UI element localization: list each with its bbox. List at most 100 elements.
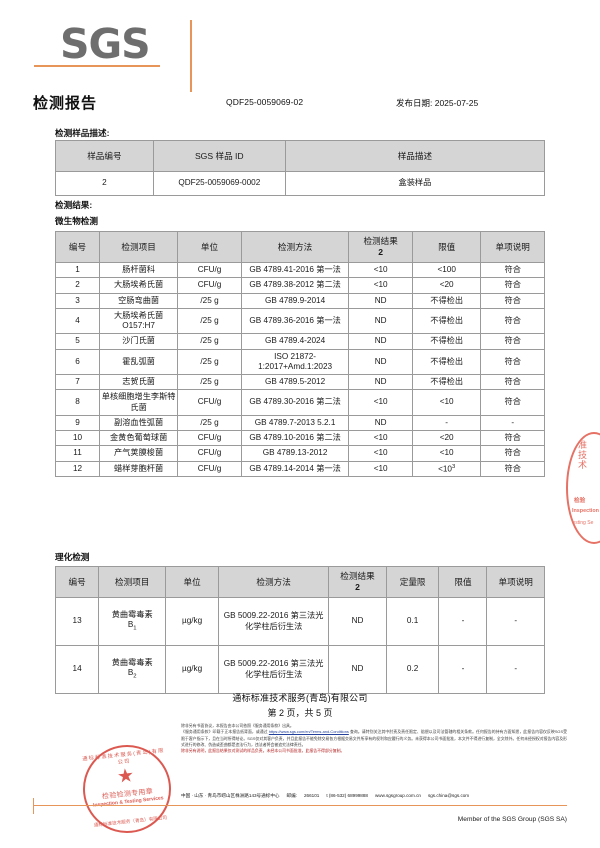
cell-note: 符合 [480, 373, 545, 391]
cell-test-item: 黄曲霉毒素 B2 [98, 645, 167, 694]
cell-no: 1 [55, 261, 100, 279]
cell-loq: 0.1 [385, 597, 440, 646]
table-row: 8 单核细胞增生李斯特氏菌 CFU/g GB 4789.30-2016 第二法 <10 <… [55, 389, 545, 416]
edge-stamp-line-1: 准技术 [577, 440, 587, 470]
cell-note: 符合 [480, 460, 545, 478]
cell-test-item: 副溶血性弧菌 [98, 414, 179, 432]
cell-no: 2 [55, 277, 100, 294]
sgs-group-member: Member of the SGS Group (SGS SA) [457, 816, 567, 823]
cell-limit: <20 [411, 277, 482, 294]
cell-note: 符合 [480, 261, 545, 279]
cell-test-method: GB 4789.4-2024 [240, 333, 350, 350]
col-sgs-sample-id: SGS 样品 ID [152, 140, 286, 172]
cell-unit: CFU/g [177, 277, 242, 294]
cell-no: 4 [55, 307, 100, 335]
cell-test-method: GB 4789.7-2013 5.2.1 [240, 414, 350, 432]
col-no: 编号 [54, 566, 100, 598]
cell-limit: - [411, 414, 482, 432]
table-row: 11 产气荚膜梭菌 CFU/g GB 4789.13-2012 <10 <10 符合 [55, 445, 545, 462]
footer-divider [33, 805, 567, 806]
cell-unit: CFU/g [177, 445, 242, 462]
cell-no: 5 [55, 333, 100, 350]
cell-test-result: ND [348, 348, 413, 375]
col-test-result-ref: 2 [378, 247, 384, 257]
cell-unit: /25 g [177, 307, 242, 335]
cell-test-item: 沙门氏菌 [98, 333, 179, 350]
cell-unit: CFU/g [177, 261, 242, 279]
cell-no: 7 [55, 373, 100, 391]
col-sample-desc: 样品描述 [284, 140, 546, 172]
cell-unit: µg/kg [165, 645, 219, 694]
cell-no: 8 [55, 389, 100, 416]
col-test-result-ref: 2 [355, 582, 360, 592]
cell-test-result: ND [328, 645, 387, 694]
cell-note: 符合 [480, 348, 545, 375]
edge-seal-stamp: 准技术 检验 Inspection Testing Se [566, 432, 600, 544]
fineprint-line-2-post: 查询。请特别关注其中肘责及责任限定、赔偿以及司法管辖的相关条款。任何报告的持有方… [181, 729, 567, 747]
cell-no: 14 [54, 645, 100, 694]
contact-website[interactable]: www.sgsgroup.com.cn [374, 793, 421, 798]
cell-sgs-sample-id: QDF25-0059069-0002 [152, 171, 286, 196]
cell-no: 10 [55, 429, 100, 447]
cell-note: 符合 [480, 292, 545, 309]
col-test-result-text: 检测结果 [363, 236, 398, 247]
contact-postcode: 266101 [304, 793, 320, 798]
contact-address: 中国 · 山东 · 青岛市崂山区株洲路143号通标中心 [181, 793, 280, 798]
cell-test-item: 空肠弯曲菌 [98, 292, 179, 309]
cell-test-item: 肠杆菌科 [98, 261, 179, 279]
cell-sample-no: 2 [55, 171, 154, 196]
cell-limit: <10 [411, 445, 482, 462]
cell-test-item: 蜡样芽胞杆菌 [98, 460, 179, 478]
cell-note: 符合 [480, 333, 545, 350]
cell-test-method: GB 4789.14-2014 第一法 [240, 460, 350, 478]
cell-test-method: ISO 21872-1:2017+Amd.1:2023 [240, 348, 350, 375]
cell-no: 11 [55, 445, 100, 462]
cell-no: 6 [55, 348, 100, 375]
cell-test-result: <10 [348, 389, 413, 416]
table-row: 10 金黄色葡萄球菌 CFU/g GB 4789.10-2016 第二法 <10 <20 符… [55, 429, 545, 447]
terms-link[interactable]: https://www.sgs.com/en/Terms-and-Conditi… [268, 729, 349, 735]
sgs-logo: SGS [34, 20, 192, 92]
col-test-item: 检测项目 [98, 566, 167, 598]
cell-unit: /25 g [177, 348, 242, 375]
col-test-result: 检测结果 2 [348, 231, 413, 263]
table-row: 4 大肠埃希氏菌 O157:H7/25 g GB 4789.36-2016 第一法 N… [55, 307, 545, 335]
cell-test-result: ND [348, 373, 413, 391]
cell-unit: /25 g [177, 292, 242, 309]
cell-test-item: 金黄色葡萄球菌 [98, 429, 179, 447]
results-label: 检测结果: [55, 200, 93, 210]
cell-test-item: 大肠埃希氏菌 O157:H7 [98, 307, 179, 335]
micro-section-label: 微生物检测 [55, 216, 98, 226]
cell-test-result: ND [348, 333, 413, 350]
table-row: 13 黄曲霉毒素 B1 µg/kg GB 5009.22-2016 第三法光化学柱后衍生… [54, 597, 545, 646]
cell-note: 符合 [480, 389, 545, 416]
fineprint-line-2-pre: 《服务通用条款》印载于正本报告纸背面，或通过 [181, 729, 269, 735]
col-test-method: 检测方法 [217, 566, 330, 598]
col-unit: 单位 [177, 231, 242, 263]
cell-note: 符合 [480, 277, 545, 294]
cell-test-method: GB 4789.10-2016 第二法 [240, 429, 350, 447]
col-test-method: 检测方法 [240, 231, 350, 263]
document-header: 检测报告 QDF25-0059069-02 发布日期: 2025-07-25 [0, 92, 600, 116]
col-note: 单项说明 [486, 566, 545, 598]
cell-note: 符合 [480, 307, 545, 335]
col-test-result: 检测结果 2 [328, 566, 387, 598]
report-number: QDF25-0059069-02 [226, 97, 304, 107]
contact-email[interactable]: sgs.china@sgs.com [427, 793, 470, 798]
col-test-item: 检测项目 [98, 231, 179, 263]
table-header-row: 编号 检测项目 单位 检测方法 检测结果 2 定量限 限值 单项说明 [54, 566, 545, 598]
physicochemical-results-table: 编号 检测项目 单位 检测方法 检测结果 2 定量限 限值 单项说明 13 黄曲霉… [54, 566, 545, 694]
col-limit: 限值 [438, 566, 488, 598]
cell-test-method: GB 4789.38-2012 第二法 [240, 277, 350, 294]
contact-phone: t (86-532) 68999888 [326, 793, 368, 798]
cell-limit: 不得检出 [411, 373, 482, 391]
cell-unit: /25 g [177, 373, 242, 391]
cell-limit: <103 [411, 460, 482, 478]
table-header-row: 样品编号 SGS 样品 ID 样品描述 [55, 140, 546, 172]
cell-test-item: 霍乱弧菌 [98, 348, 179, 375]
cell-test-result: <10 [348, 445, 413, 462]
cell-test-item: 产气荚膜梭菌 [98, 445, 179, 462]
col-limit: 限值 [411, 231, 482, 263]
cell-test-result: ND [348, 414, 413, 432]
contact-postcode-label: 邮编: [286, 793, 297, 798]
